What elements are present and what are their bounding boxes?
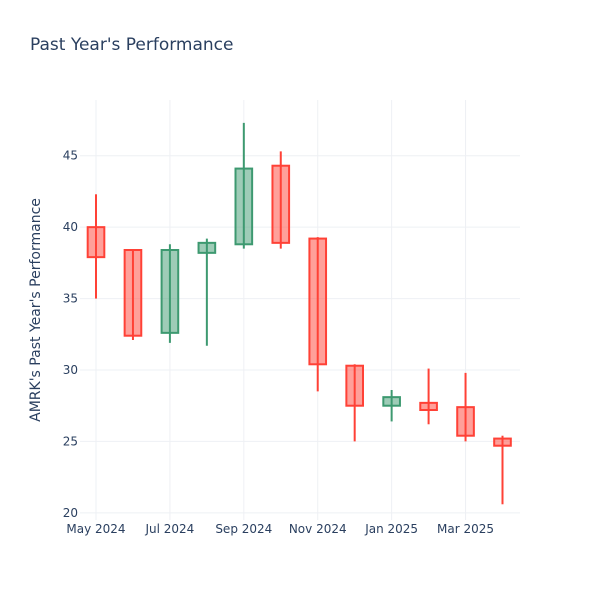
- y-tick-label: 40: [63, 220, 78, 234]
- y-tick-label: 45: [63, 149, 78, 163]
- y-axis-label: AMRK's Past Year's Performance: [28, 198, 44, 422]
- grid-layer: [80, 100, 520, 520]
- candle-body: [456, 406, 475, 437]
- candle: [234, 122, 254, 249]
- candle-body: [234, 167, 254, 246]
- candle: [456, 372, 475, 442]
- x-tick-label: Sep 2024: [215, 522, 272, 536]
- candle-body: [308, 237, 328, 366]
- candle-layer: [86, 122, 512, 505]
- candle-body: [197, 241, 217, 254]
- candle-body: [382, 396, 401, 407]
- chart-title: Past Year's Performance: [30, 35, 234, 55]
- candle: [419, 368, 438, 425]
- x-tick-label: Jul 2024: [144, 522, 194, 536]
- y-tick-label: 25: [63, 434, 78, 448]
- candle: [197, 238, 217, 346]
- y-tick-label: 35: [63, 292, 78, 306]
- tick-layer: 20 25 30 35 40 45 May 2024 Jul 2024 Sep 2024 Nov …: [63, 149, 494, 536]
- candle-body: [493, 437, 512, 447]
- candle: [493, 435, 512, 505]
- candle-body: [271, 164, 291, 244]
- candle-body: [123, 249, 143, 337]
- candle-body: [160, 249, 180, 334]
- candle: [345, 364, 364, 442]
- candle: [271, 151, 291, 249]
- candle: [86, 194, 106, 299]
- x-tick-label: Jan 2025: [364, 522, 418, 536]
- x-tick-label: Nov 2024: [289, 522, 347, 536]
- candle-body: [345, 364, 364, 407]
- candle: [308, 237, 328, 392]
- candle: [160, 244, 180, 343]
- y-tick-label: 20: [63, 506, 78, 520]
- candle-body: [419, 401, 438, 412]
- candle-body: [86, 226, 106, 259]
- x-tick-label: May 2024: [66, 522, 125, 536]
- x-tick-label: Mar 2025: [437, 522, 494, 536]
- candle: [123, 249, 143, 340]
- y-tick-label: 30: [63, 363, 78, 377]
- candle: [382, 390, 401, 422]
